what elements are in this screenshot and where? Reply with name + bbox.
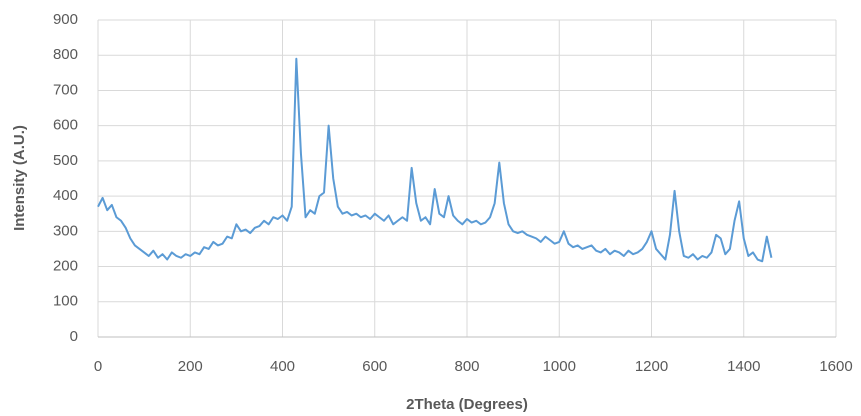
y-tick-label: 800 (53, 46, 78, 63)
x-tick-label: 0 (94, 358, 102, 375)
x-tick-label: 200 (178, 358, 203, 375)
x-tick-label: 400 (270, 358, 295, 375)
x-tick-label: 1000 (543, 358, 576, 375)
y-tick-label: 900 (53, 11, 78, 28)
y-tick-label: 700 (53, 81, 78, 98)
x-tick-label: 1400 (727, 358, 760, 375)
y-tick-label: 300 (53, 222, 78, 239)
x-tick-label: 600 (362, 358, 387, 375)
x-axis-title: 2Theta (Degrees) (406, 396, 528, 413)
x-tick-label: 800 (454, 358, 479, 375)
y-axis-title: Intensity (A.U.) (11, 125, 28, 231)
y-tick-label: 600 (53, 117, 78, 134)
data-line (97, 57, 773, 263)
y-tick-label: 400 (53, 187, 78, 204)
y-tick-label: 0 (70, 328, 78, 345)
x-tick-label: 1200 (635, 358, 668, 375)
x-tick-label: 1600 (819, 358, 852, 375)
y-tick-label: 200 (53, 258, 78, 275)
y-tick-label: 500 (53, 152, 78, 169)
y-tick-label: 100 (53, 293, 78, 310)
